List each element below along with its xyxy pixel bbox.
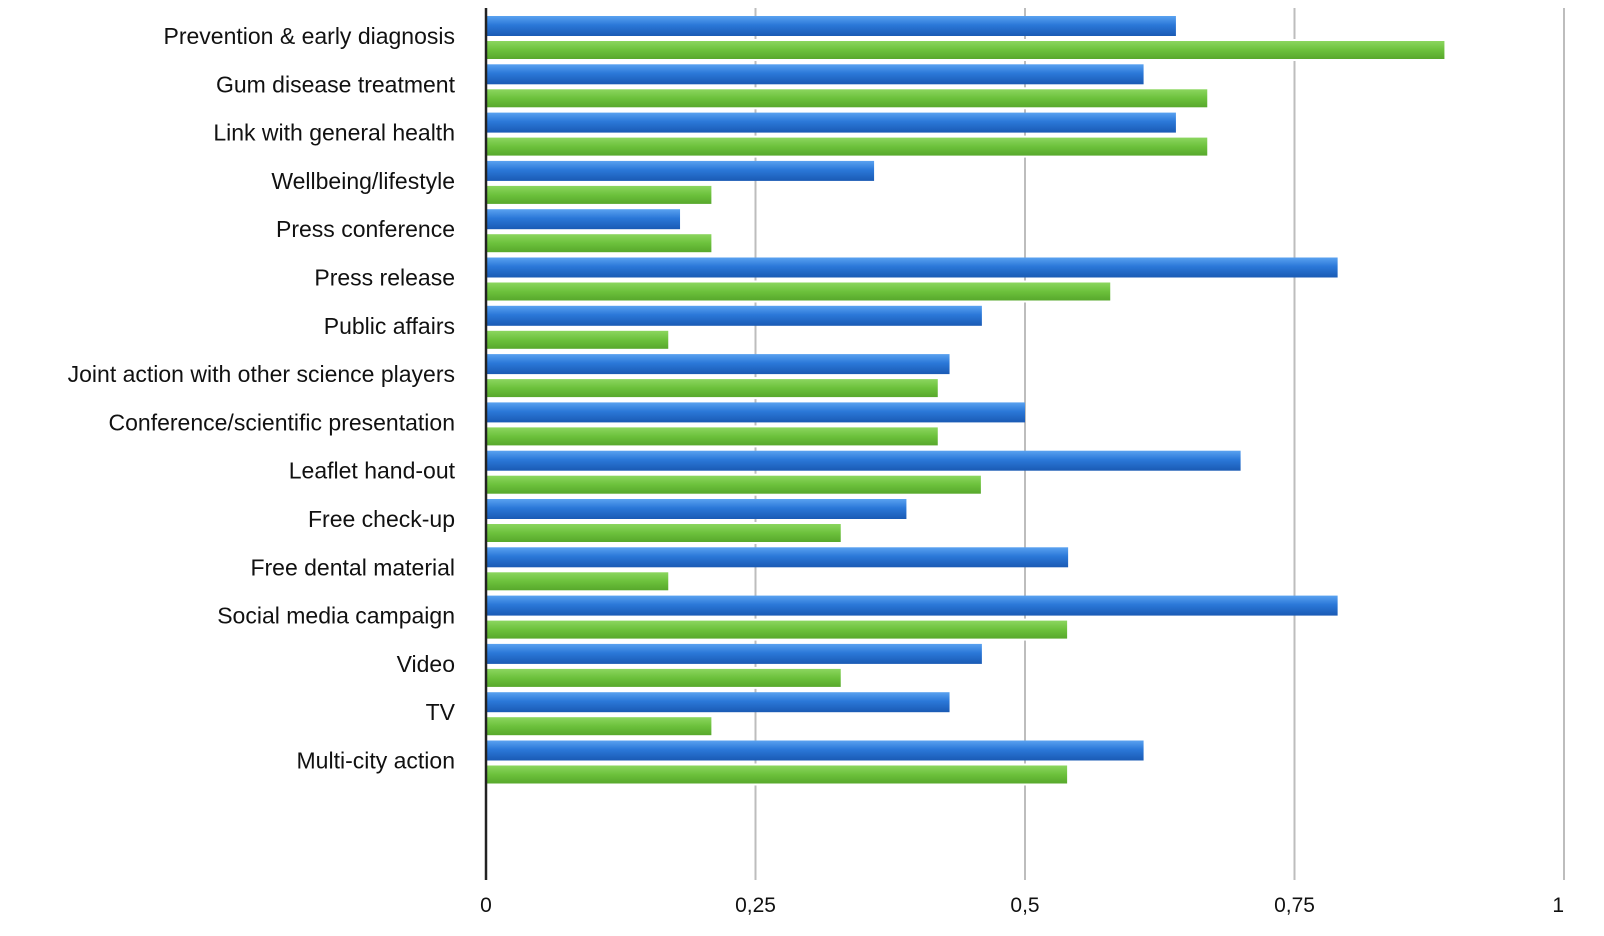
bar-series-1 bbox=[486, 692, 950, 713]
bar-series-2 bbox=[485, 473, 983, 496]
bar-series-1 bbox=[486, 354, 950, 375]
bar-series-2 bbox=[485, 39, 1447, 61]
bar-series-2 bbox=[485, 232, 714, 255]
bar-series-1 bbox=[486, 305, 982, 326]
category-label: TV bbox=[426, 699, 456, 725]
bar-series-1 bbox=[486, 112, 1176, 133]
bar-series-1 bbox=[486, 402, 1025, 423]
bar-series-1 bbox=[486, 209, 681, 230]
bar-series-2 bbox=[485, 183, 714, 206]
bar-series-2 bbox=[485, 135, 1210, 158]
category-label: Joint action with other science players bbox=[68, 361, 455, 387]
x-tick-label: 0 bbox=[480, 894, 492, 917]
bar-series-2 bbox=[485, 522, 843, 544]
x-tick-label: 1 bbox=[1552, 894, 1564, 917]
bar-series-2 bbox=[485, 618, 1070, 641]
category-label: Link with general health bbox=[213, 120, 455, 146]
bar-series-1 bbox=[486, 160, 875, 181]
bar-series-1 bbox=[486, 740, 1144, 761]
bar-series-2 bbox=[485, 280, 1113, 303]
bar-series-1 bbox=[486, 595, 1338, 616]
bar-series-1 bbox=[486, 64, 1144, 85]
bar-series-1 bbox=[486, 257, 1338, 278]
category-label: Free dental material bbox=[250, 554, 455, 580]
bars bbox=[485, 16, 1447, 786]
bar-series-1 bbox=[486, 450, 1241, 471]
bar-series-1 bbox=[486, 499, 907, 519]
category-label: Gum disease treatment bbox=[216, 71, 456, 97]
category-labels: Prevention & early diagnosis Gum disease … bbox=[68, 23, 456, 774]
category-label: Video bbox=[397, 651, 455, 677]
x-tick-label: 0,25 bbox=[735, 894, 776, 917]
bar-series-2 bbox=[485, 763, 1070, 786]
category-label: Prevention & early diagnosis bbox=[164, 23, 456, 49]
category-label: Press conference bbox=[276, 216, 455, 242]
category-label: Social media campaign bbox=[217, 603, 455, 629]
category-label: Leaflet hand-out bbox=[289, 458, 456, 484]
bar-series-1 bbox=[486, 643, 982, 664]
x-tick-labels: 0 0,25 0,5 0,75 1 bbox=[480, 894, 1564, 917]
x-tick-label: 0,5 bbox=[1010, 894, 1039, 917]
bar-series-2 bbox=[485, 328, 671, 351]
category-label: Press release bbox=[314, 265, 455, 291]
bar-series-1 bbox=[486, 547, 1069, 568]
bar-series-2 bbox=[485, 570, 671, 593]
x-tick-label: 0,75 bbox=[1274, 894, 1315, 917]
bar-series-2 bbox=[485, 425, 940, 448]
category-label: Conference/scientific presentation bbox=[109, 409, 455, 435]
bar-series-2 bbox=[485, 666, 843, 689]
category-label: Public affairs bbox=[324, 313, 455, 339]
category-label: Multi-city action bbox=[297, 748, 455, 774]
bar-series-1 bbox=[486, 16, 1176, 36]
bar-series-2 bbox=[485, 377, 940, 400]
category-label: Wellbeing/lifestyle bbox=[271, 168, 455, 194]
bar-series-2 bbox=[485, 87, 1210, 110]
category-label: Free check-up bbox=[308, 506, 455, 532]
bar-series-2 bbox=[485, 715, 714, 738]
